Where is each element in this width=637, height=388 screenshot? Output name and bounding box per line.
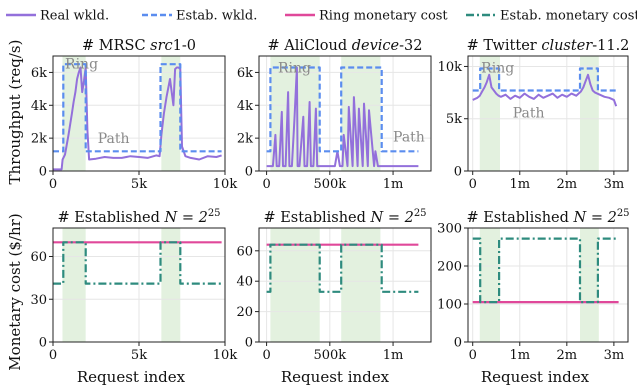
y-tick-label-0: 0 [454,336,462,351]
shaded-region-2 [580,56,599,171]
ring-annotation: Ring [481,61,514,77]
chart-title: # MRSC src1-0 [82,38,196,54]
y-tick-label-1: 5k [446,112,462,127]
series-line-1 [266,66,419,168]
x-tick-label-0: 0 [49,177,57,192]
ring-annotation: Ring [278,60,311,76]
series-line-2 [472,67,619,92]
y-tick-label-0: 0 [39,165,47,180]
x-tick-label-3: 3m [604,177,625,192]
x-tick-label-2: 1m [383,348,404,363]
x-axis-label-3: Request index [481,368,590,386]
x-tick-label-2: 10k [213,177,238,192]
series-line-1 [472,73,618,107]
legend: Real wkld. Estab. wkld. Ring monetary co… [6,9,637,24]
y-tick-label-1: 2k [31,132,47,147]
path-annotation: Path [98,131,130,147]
x-tick-label-0: 0 [262,348,270,363]
x-tick-label-0: 0 [262,177,270,192]
path-annotation: Path [513,106,545,122]
x-tick-label-1: 500k [313,348,346,363]
x-tick-label-2: 2m [557,177,578,192]
y-tick-label-0: 0 [245,336,253,351]
y-tick-label-0: 0 [454,165,462,180]
chart-panel-1: 0 5k 10k 0 2k 4k 6k # MRSC src1-0 Ring Path [31,38,237,192]
plot-frame [467,55,629,172]
legend-ring-cost-label: Ring monetary cost [319,9,448,24]
shaded-region-2 [161,56,181,171]
y-tick-label-3: 60 [236,244,253,259]
series-line-2 [266,243,419,293]
legend-estab-cost-label: Estab. monetary cost [500,9,637,24]
chart-panel-5: 0 500k 1m 0 20 40 60 # Established N = 225 [236,208,432,363]
x-tick-label-1: 1m [509,348,530,363]
chart-title: # Established N = 225 [263,208,426,226]
ring-annotation: Ring [65,56,98,72]
chart-panel-3: 0 1m 2m 3m 0 5k 10k # Twitter cluster-11.2 Ring P… [438,38,630,192]
series-line-2 [472,237,619,304]
chart-panel-6: 0 1m 2m 3m 0 100 200 300 # Established N = 225 [437,208,629,363]
chart-title: # Twitter cluster-11.2 [467,38,630,54]
x-tick-label-2: 1m [383,177,404,192]
path-annotation: Path [393,129,425,145]
shaded-region-1 [62,56,86,171]
y-tick-label-2: 60 [30,250,47,265]
y-tick-label-0: 0 [39,336,47,351]
x-tick-label-1: 5k [131,348,147,363]
chart-title: # Established N = 225 [466,208,629,226]
x-tick-label-0: 0 [469,348,477,363]
y-tick-label-3: 6k [237,66,253,81]
y-tick-label-2: 40 [236,275,253,290]
y-tick-label-1: 20 [236,305,253,320]
y-tick-label-1: 2k [237,132,253,147]
shaded-region-2 [161,228,181,342]
shaded-region-2 [580,228,599,342]
y-axis-label-cost: Monetary cost ($/hr) [6,213,24,370]
x-tick-label-0: 0 [49,348,57,363]
y-tick-label-2: 200 [437,260,462,275]
chart-title: # AliCloud device-32 [268,38,423,54]
shaded-region-1 [62,228,86,342]
x-tick-label-3: 3m [604,348,625,363]
y-tick-label-0: 0 [245,165,253,180]
x-tick-label-2: 2m [557,348,578,363]
x-tick-label-2: 10k [213,348,238,363]
x-tick-label-1: 5k [131,177,147,192]
y-tick-label-2: 4k [31,99,47,114]
y-tick-label-1: 30 [30,293,47,308]
chart-panel-4: 0 5k 10k 0 30 60 # Established N = 225 [30,208,237,363]
legend-estab-label: Estab. wkld. [176,9,257,24]
shaded-region-1 [479,228,500,342]
plot-frame [258,55,432,172]
y-axis-label-throughput: Throughput (req/s) [6,40,24,185]
x-axis-label-1: Request index [77,368,186,386]
chart-panel-2: 0 500k 1m 0 2k 4k 6k # AliCloud device-32 Ring Pa… [237,38,432,192]
y-tick-label-2: 4k [237,99,253,114]
x-tick-label-1: 500k [313,177,346,192]
plot-frame [467,227,629,343]
x-axis-label-2: Request index [281,368,390,386]
series-line-2 [53,63,222,153]
shaded-region-1 [270,228,320,342]
plot-frame [258,227,432,343]
shaded-region-2 [341,228,381,342]
y-tick-label-3: 300 [437,222,462,237]
y-tick-label-1: 100 [437,298,462,313]
chart-title: # Established N = 225 [57,208,220,226]
series-line-2 [266,66,419,153]
y-tick-label-2: 10k [438,60,463,75]
legend-real-label: Real wkld. [40,9,109,24]
x-tick-label-0: 0 [469,177,477,192]
x-tick-label-1: 1m [509,177,530,192]
y-tick-label-3: 6k [31,66,47,81]
